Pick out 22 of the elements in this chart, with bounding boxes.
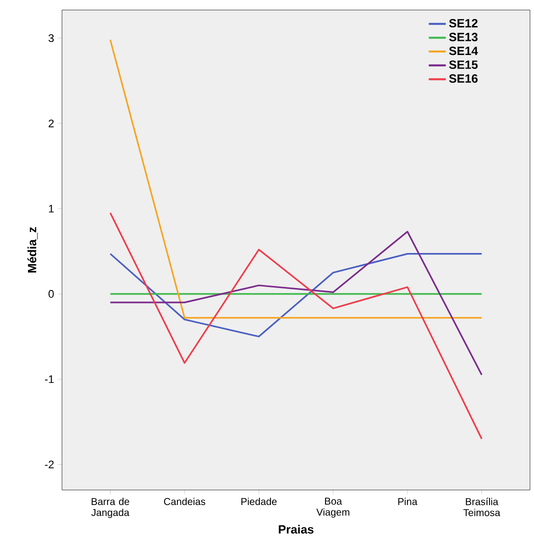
- legend-label: SE13: [449, 32, 478, 42]
- y-tick-label: 3: [48, 34, 54, 42]
- y-axis-title: Média_z: [27, 227, 38, 272]
- x-tick-label: Brasília Teimosa: [463, 498, 500, 516]
- y-tick-label: 1: [48, 204, 54, 212]
- line-series: [109, 212, 483, 440]
- legend-label: SE16: [449, 74, 478, 83]
- x-tick-label: Barra de Jangada: [91, 498, 130, 518]
- x-tick-label: Candeias: [164, 498, 206, 506]
- x-tick-label: Piedade: [241, 498, 277, 506]
- x-axis-title: Praias: [278, 524, 314, 534]
- y-tick-label: 0: [48, 290, 54, 298]
- line-series: [109, 230, 483, 376]
- legend-label: SE12: [449, 18, 478, 28]
- legend-label: SE14: [449, 46, 478, 56]
- y-tick-label: -2: [44, 460, 54, 468]
- x-tick-label: Boa Viagem: [316, 498, 350, 518]
- y-tick-label: -1: [44, 375, 54, 383]
- x-tick-label: Pina: [398, 498, 418, 506]
- line-series: [109, 253, 483, 338]
- y-tick-label: 2: [48, 120, 54, 128]
- legend-label: SE15: [449, 60, 478, 69]
